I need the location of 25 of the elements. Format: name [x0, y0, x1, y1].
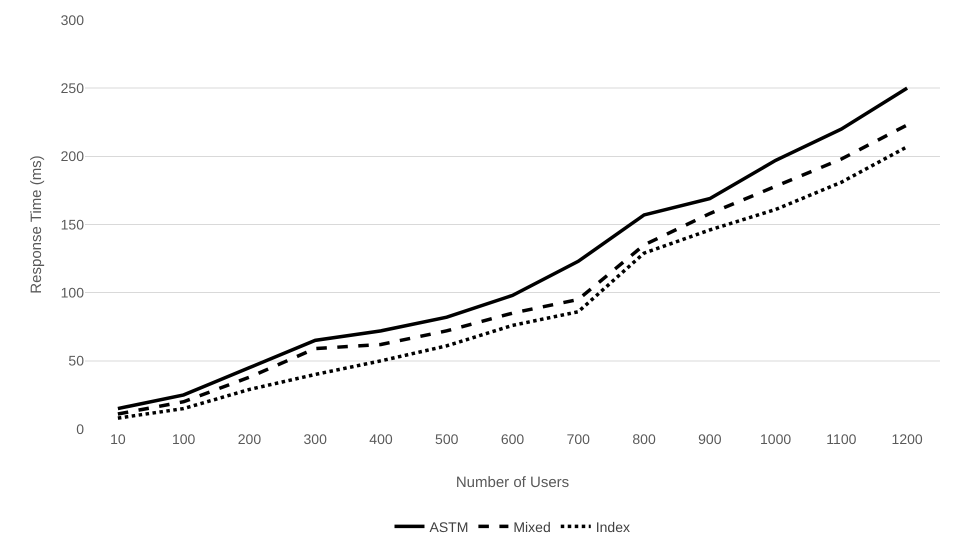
y-tick-label: 150: [60, 216, 84, 232]
y-tick-label: 250: [60, 80, 84, 96]
x-tick-label: 900: [698, 431, 722, 447]
x-tick-label: 1000: [760, 431, 792, 447]
y-tick-label: 300: [60, 12, 84, 28]
x-tick-label: 700: [566, 431, 590, 447]
x-tick-label: 300: [304, 431, 328, 447]
y-tick-label: 100: [60, 284, 84, 301]
y-tick-label: 200: [60, 148, 84, 164]
x-axis-title: Number of Users: [456, 474, 570, 491]
legend-label: Index: [596, 518, 630, 535]
x-tick-label: 800: [632, 431, 656, 447]
x-tick-label: 10: [110, 431, 126, 447]
legend-label: ASTM: [430, 518, 468, 535]
x-tick-label: 500: [435, 431, 459, 447]
y-tick-label: 0: [76, 420, 84, 437]
legend-label: Mixed: [513, 518, 551, 535]
x-tick-label: 200: [238, 431, 262, 447]
y-tick-label: 50: [68, 352, 84, 369]
x-tick-label: 400: [369, 431, 393, 447]
x-tick-label: 600: [500, 431, 524, 447]
y-axis-title: Response Time (ms): [28, 155, 45, 294]
x-tick-label: 1200: [892, 431, 923, 447]
x-tick-label: 100: [172, 431, 196, 447]
x-tick-label: 1100: [826, 431, 857, 447]
